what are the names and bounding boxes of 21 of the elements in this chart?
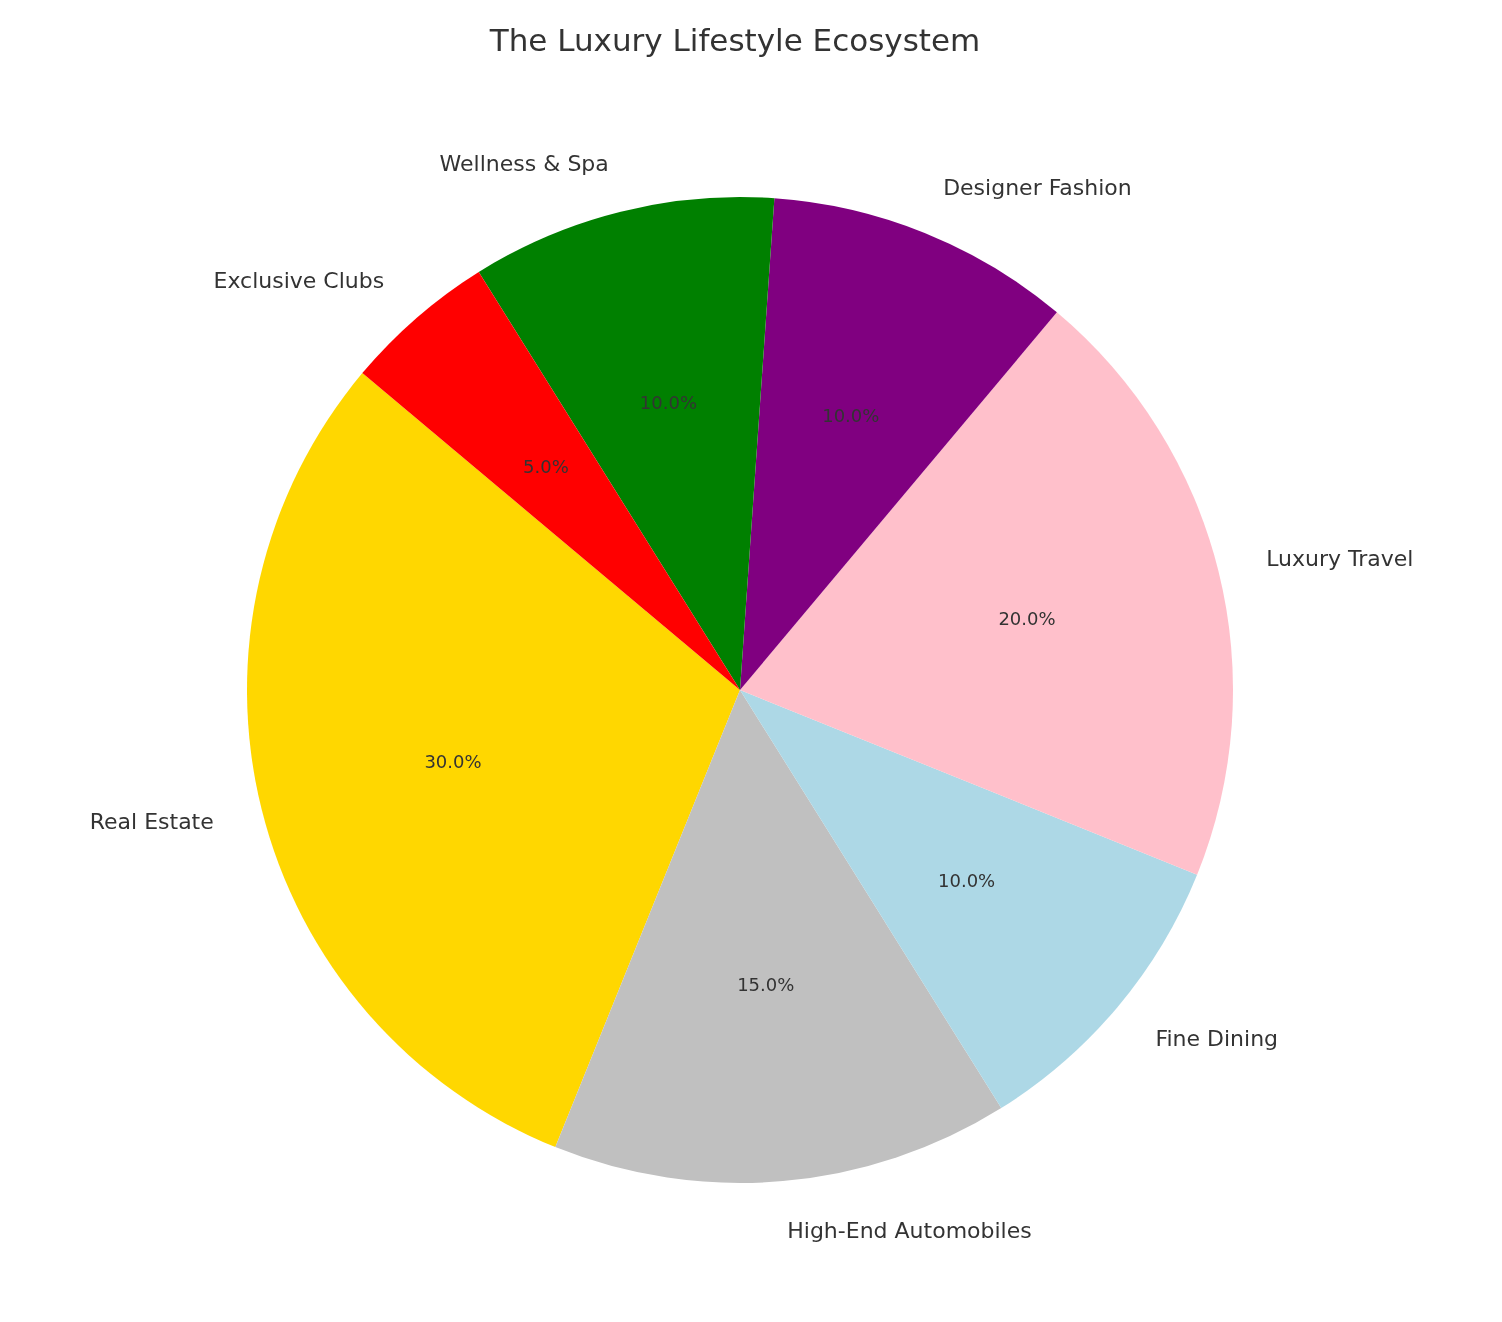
slice-label: Wellness & Spa [439, 151, 609, 177]
data-label: 15.0% [737, 974, 795, 996]
slice-label: Designer Fashion [943, 174, 1132, 200]
slice-label: High-End Automobiles [787, 1217, 1032, 1243]
data-label: 10.0% [938, 869, 996, 891]
data-label: 30.0% [424, 751, 482, 773]
pie-slice [740, 690, 1198, 1109]
data-label: 5.0% [523, 456, 569, 478]
pie-slice [478, 197, 775, 690]
pie-slice [740, 312, 1233, 875]
pie-slice [555, 690, 1002, 1183]
data-label: 10.0% [639, 392, 698, 414]
slice-label: Luxury Travel [1266, 546, 1414, 572]
data-label: 20.0% [998, 607, 1056, 629]
chart-title: The Luxury Lifestyle Ecosystem [488, 22, 982, 58]
pie-slice [740, 198, 1057, 690]
slice-label: Real Estate [89, 808, 214, 834]
slice-label: Exclusive Clubs [213, 268, 385, 294]
pie-slice [247, 373, 740, 1148]
slice-label: Fine Dining [1155, 1026, 1279, 1052]
data-label: 10.0% [822, 405, 880, 427]
